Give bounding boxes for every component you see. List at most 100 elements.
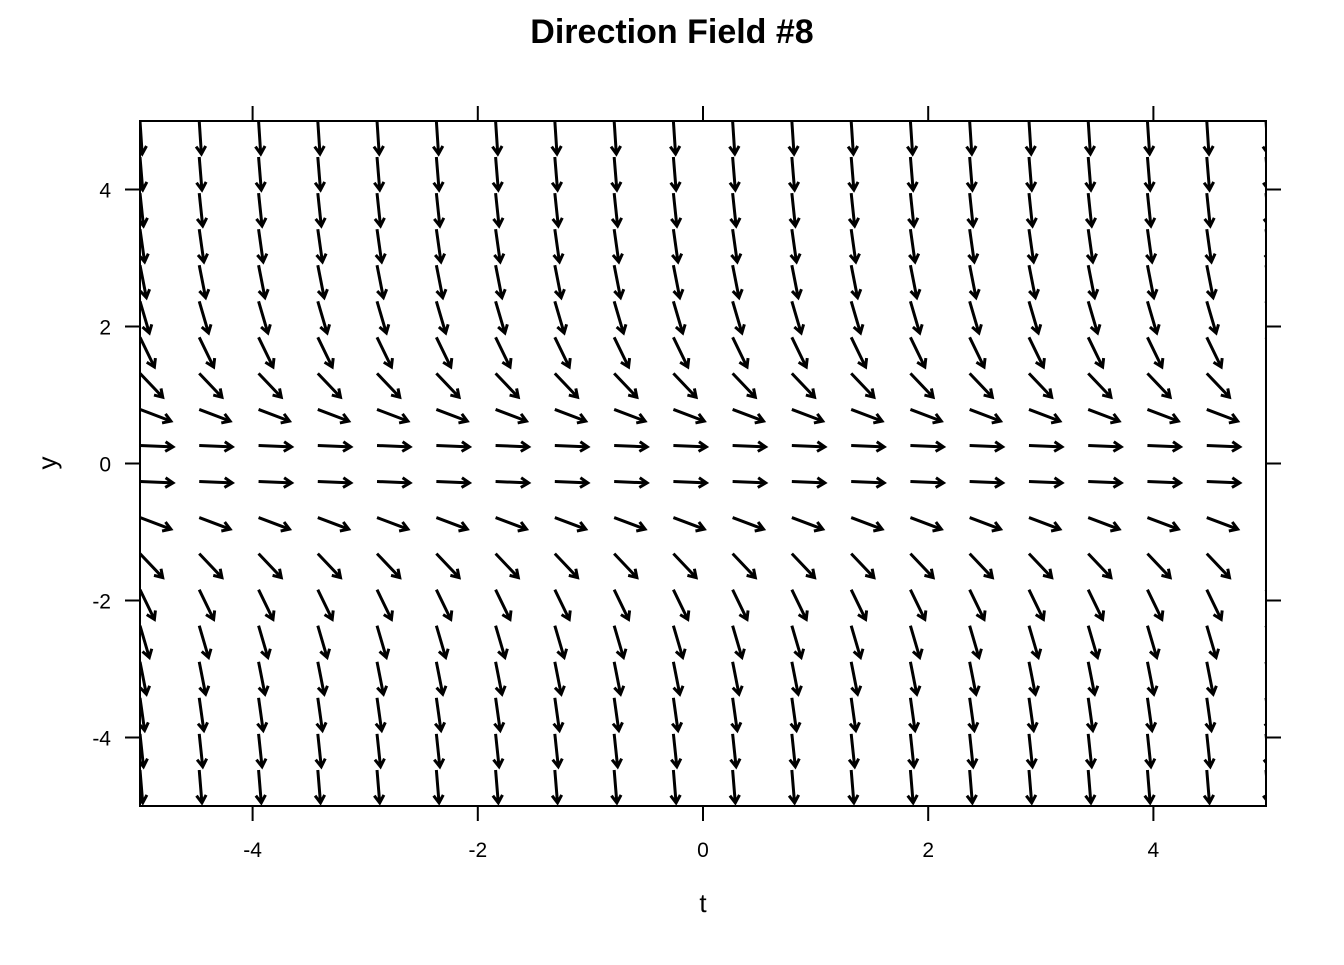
direction-arrow bbox=[846, 121, 859, 157]
direction-arrow bbox=[198, 408, 233, 425]
direction-arrow bbox=[1265, 517, 1266, 520]
direction-arrow bbox=[731, 372, 758, 400]
direction-arrow bbox=[1027, 300, 1043, 336]
direction-arrow bbox=[140, 408, 174, 425]
direction-arrow bbox=[909, 372, 936, 400]
direction-arrow bbox=[494, 661, 507, 697]
direction-arrow bbox=[1084, 156, 1097, 193]
direction-arrow bbox=[729, 733, 742, 770]
direction-arrow bbox=[373, 156, 386, 193]
direction-arrow bbox=[257, 264, 270, 301]
direction-arrow bbox=[140, 589, 157, 622]
direction-arrow bbox=[673, 805, 675, 806]
direction-arrow bbox=[1028, 408, 1063, 425]
direction-arrow bbox=[1025, 769, 1038, 806]
direction-arrow bbox=[610, 156, 623, 193]
direction-arrow bbox=[1146, 372, 1173, 400]
direction-arrow bbox=[671, 697, 684, 734]
direction-arrow bbox=[433, 192, 446, 229]
direction-arrow bbox=[553, 661, 566, 697]
direction-arrow bbox=[375, 589, 394, 622]
direction-arrow bbox=[609, 121, 622, 157]
direction-arrow bbox=[433, 228, 447, 265]
direction-arrow bbox=[908, 697, 921, 734]
direction-arrow bbox=[849, 300, 865, 336]
y-axis-label: y bbox=[32, 457, 62, 470]
direction-arrow bbox=[432, 121, 445, 157]
direction-arrow bbox=[1205, 552, 1232, 580]
direction-arrow bbox=[788, 733, 801, 770]
direction-arrow bbox=[196, 228, 209, 265]
direction-arrow bbox=[254, 769, 267, 806]
direction-arrow bbox=[847, 733, 860, 770]
direction-arrow bbox=[907, 192, 920, 229]
direction-arrow bbox=[491, 121, 504, 157]
direction-arrow bbox=[1146, 516, 1181, 533]
direction-arrow bbox=[850, 552, 876, 580]
direction-arrow bbox=[731, 336, 750, 370]
direction-arrow bbox=[851, 476, 887, 489]
direction-arrow bbox=[140, 552, 165, 580]
direction-arrow bbox=[197, 589, 217, 622]
direction-arrow bbox=[672, 372, 699, 400]
direction-arrow bbox=[851, 440, 887, 453]
direction-arrow bbox=[550, 769, 564, 806]
direction-arrow bbox=[612, 300, 628, 336]
direction-arrow bbox=[314, 192, 327, 229]
direction-arrow bbox=[1146, 408, 1181, 425]
direction-arrow bbox=[969, 440, 1006, 453]
direction-arrow bbox=[375, 552, 402, 580]
direction-arrow bbox=[728, 156, 741, 193]
direction-arrow bbox=[610, 769, 623, 806]
direction-arrow bbox=[1264, 337, 1266, 341]
direction-arrow bbox=[197, 625, 213, 661]
direction-arrow bbox=[198, 552, 224, 580]
direction-arrow bbox=[1028, 805, 1031, 806]
direction-arrow bbox=[255, 733, 268, 770]
direction-arrow bbox=[1088, 476, 1124, 489]
direction-arrow bbox=[1202, 156, 1215, 193]
direction-arrow bbox=[140, 476, 176, 489]
direction-arrow bbox=[791, 440, 828, 453]
direction-arrow bbox=[790, 625, 806, 661]
direction-arrow bbox=[790, 552, 817, 580]
direction-arrow bbox=[435, 408, 470, 425]
direction-arrow bbox=[1088, 440, 1124, 453]
direction-arrow bbox=[1027, 589, 1046, 622]
direction-arrow bbox=[492, 733, 505, 770]
direction-arrow bbox=[1027, 264, 1040, 301]
direction-arrow bbox=[850, 516, 885, 533]
direction-arrow bbox=[195, 733, 209, 770]
direction-arrow bbox=[1203, 192, 1216, 229]
direction-arrow bbox=[432, 156, 445, 193]
direction-arrow bbox=[671, 228, 684, 265]
direction-arrow bbox=[195, 769, 208, 806]
direction-arrow bbox=[610, 192, 623, 229]
direction-arrow bbox=[257, 589, 276, 622]
direction-arrow bbox=[671, 300, 687, 336]
direction-arrow bbox=[1145, 661, 1159, 697]
direction-arrow bbox=[847, 769, 860, 806]
direction-arrow bbox=[730, 697, 743, 734]
direction-arrow bbox=[968, 552, 995, 580]
direction-arrow bbox=[553, 552, 580, 580]
direction-arrow bbox=[906, 121, 919, 157]
direction-arrow bbox=[1028, 476, 1065, 489]
direction-arrow bbox=[257, 300, 272, 336]
direction-arrow bbox=[673, 440, 710, 453]
direction-arrow bbox=[1205, 625, 1220, 661]
direction-arrow bbox=[1085, 228, 1098, 265]
direction-arrow bbox=[140, 805, 142, 806]
direction-arrow bbox=[1143, 769, 1156, 806]
direction-arrow bbox=[969, 516, 1004, 533]
direction-arrow bbox=[436, 476, 473, 489]
direction-arrow bbox=[316, 552, 343, 580]
direction-arrow bbox=[376, 440, 413, 453]
direction-arrow bbox=[614, 805, 616, 806]
direction-arrow bbox=[791, 805, 794, 806]
direction-arrow bbox=[850, 408, 885, 425]
direction-arrow bbox=[375, 264, 389, 301]
direction-arrow bbox=[731, 661, 744, 697]
direction-arrow bbox=[140, 264, 152, 301]
